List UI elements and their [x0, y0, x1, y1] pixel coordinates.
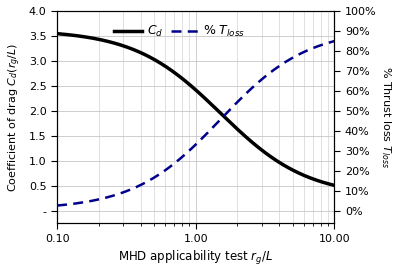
Legend: $C_d$, % $T_{loss}$: $C_d$, % $T_{loss}$	[110, 19, 250, 44]
Y-axis label: Coefficient of drag $C_d(r_g/L)$: Coefficient of drag $C_d(r_g/L)$	[7, 42, 23, 192]
X-axis label: MHD applicability test $r_g/L$: MHD applicability test $r_g/L$	[118, 249, 273, 267]
Y-axis label: % Thrust loss $T_{loss}$: % Thrust loss $T_{loss}$	[379, 66, 393, 168]
